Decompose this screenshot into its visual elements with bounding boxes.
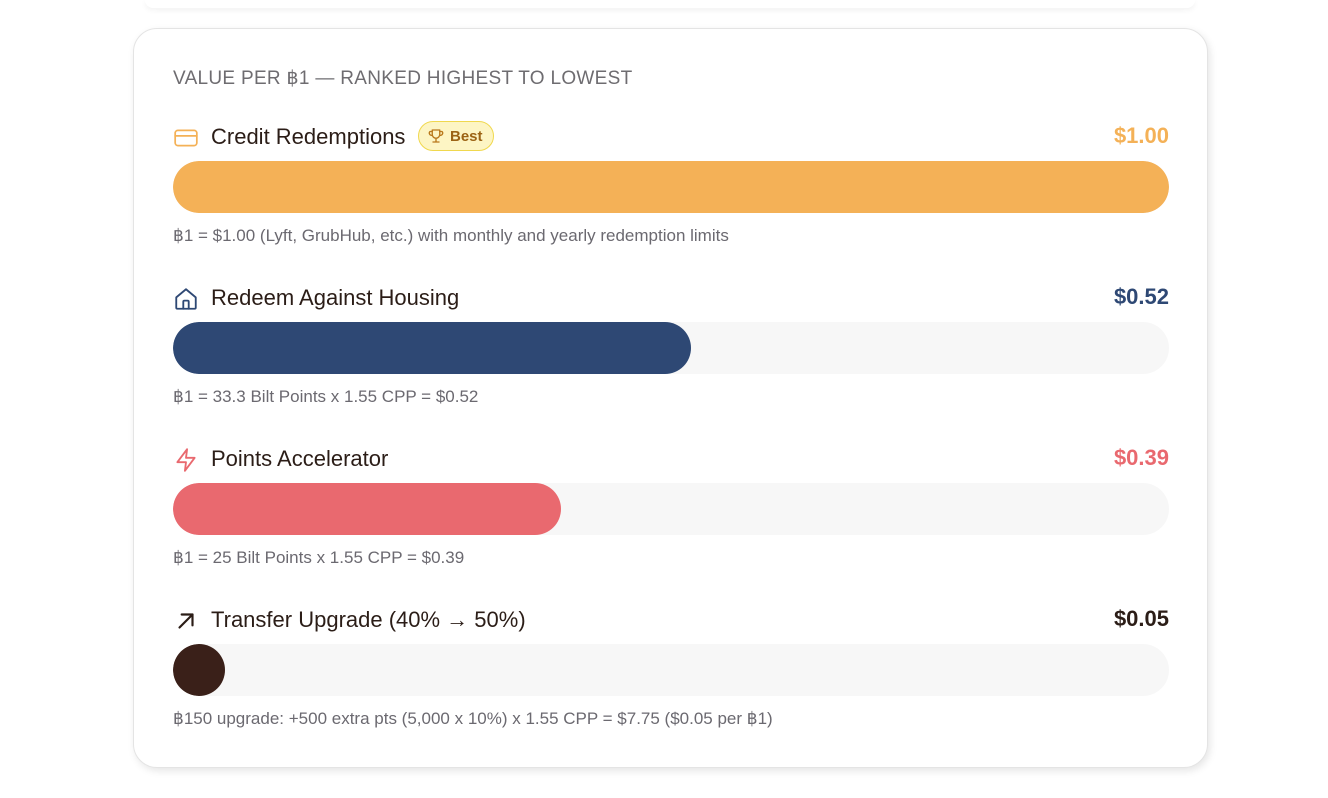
row-note: ฿1 = 25 Bilt Points x 1.55 CPP = $0.39 xyxy=(173,548,465,567)
previous-card-edge xyxy=(145,0,1195,8)
row-header: Transfer Upgrade (40% → 50%) $0.05 xyxy=(173,605,1169,635)
row-value-label: $0.52 xyxy=(1113,284,1169,309)
bar-fill xyxy=(173,322,691,374)
row-label: Credit Redemptions xyxy=(211,124,406,149)
row-note: ฿1 = $1.00 (Lyft, GrubHub, etc.) with mo… xyxy=(173,226,729,245)
row-header: Redeem Against Housing $0.52 xyxy=(173,283,1169,313)
bar-fill xyxy=(173,483,561,535)
row-header: Points Accelerator $0.39 xyxy=(173,444,1169,474)
value-ranking-card: Value per ฿1 — Ranked Highest to Lowest … xyxy=(133,28,1208,768)
credit-card-icon xyxy=(173,125,199,151)
bar-track xyxy=(173,644,1169,696)
ranking-row: Points Accelerator $0.39 ฿1 = 25 Bilt Poin… xyxy=(173,444,1169,594)
bar-track xyxy=(173,322,1169,374)
bar-track xyxy=(173,483,1169,535)
best-badge: Best xyxy=(418,121,494,151)
bar-track xyxy=(173,161,1169,213)
row-label: Transfer Upgrade (40% → 50%) xyxy=(211,607,526,632)
house-icon xyxy=(173,286,199,312)
row-label: Points Accelerator xyxy=(211,446,389,471)
ranking-row: Credit Redemptions $1.00 Best ฿1 = $1.00 (L… xyxy=(173,121,1169,272)
bar-fill xyxy=(173,161,1169,213)
card-title: Value per ฿1 — Ranked Highest to Lowest xyxy=(173,68,633,89)
ranking-row: Transfer Upgrade (40% → 50%) $0.05 ฿150 up… xyxy=(173,605,1169,755)
arrow-up-right-icon xyxy=(173,608,199,634)
row-note: ฿1 = 33.3 Bilt Points x 1.55 CPP = $0.52 xyxy=(173,387,479,406)
row-label: Redeem Against Housing xyxy=(211,285,460,310)
bar-fill xyxy=(173,644,225,696)
row-note: ฿150 upgrade: +500 extra pts (5,000 x 10… xyxy=(173,709,773,728)
best-badge-label: Best xyxy=(450,127,483,145)
trophy-icon xyxy=(427,127,445,145)
lightning-icon xyxy=(173,447,199,473)
ranking-row: Redeem Against Housing $0.52 ฿1 = 33.3 Bil… xyxy=(173,283,1169,433)
row-value-label: $0.39 xyxy=(1113,445,1169,470)
row-value-label: $0.05 xyxy=(1113,606,1169,631)
row-value-label: $1.00 xyxy=(1113,123,1169,148)
row-header: Credit Redemptions $1.00 Best xyxy=(173,121,1169,152)
